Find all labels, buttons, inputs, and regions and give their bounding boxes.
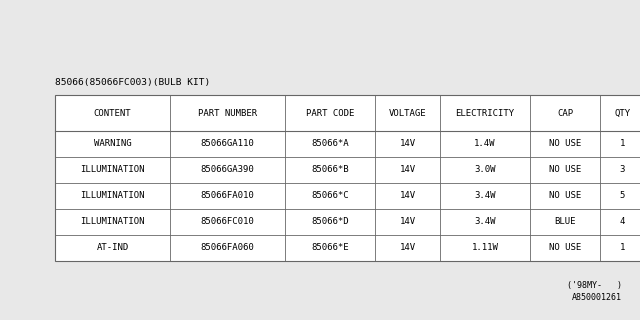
Text: 14V: 14V: [399, 191, 415, 201]
Text: A850001261: A850001261: [572, 293, 622, 302]
Text: 1: 1: [620, 140, 625, 148]
Text: ILLUMINATION: ILLUMINATION: [80, 218, 145, 227]
Text: 85066GA110: 85066GA110: [200, 140, 254, 148]
Text: 3: 3: [620, 165, 625, 174]
Text: AT-IND: AT-IND: [97, 244, 129, 252]
Text: BLUE: BLUE: [554, 218, 576, 227]
Text: 1: 1: [620, 244, 625, 252]
Text: NO USE: NO USE: [549, 244, 581, 252]
Text: 5: 5: [620, 191, 625, 201]
Text: ELECTRICITY: ELECTRICITY: [456, 108, 515, 117]
Text: 85066*E: 85066*E: [311, 244, 349, 252]
Text: 1.11W: 1.11W: [472, 244, 499, 252]
Text: 85066FA010: 85066FA010: [200, 191, 254, 201]
Text: 1.4W: 1.4W: [474, 140, 496, 148]
Text: 3.0W: 3.0W: [474, 165, 496, 174]
Text: 85066GA390: 85066GA390: [200, 165, 254, 174]
Text: QTY: QTY: [614, 108, 630, 117]
Text: 14V: 14V: [399, 244, 415, 252]
Text: VOLTAGE: VOLTAGE: [388, 108, 426, 117]
Text: 85066(85066FC003)(BULB KIT): 85066(85066FC003)(BULB KIT): [55, 78, 211, 87]
Text: NO USE: NO USE: [549, 191, 581, 201]
Text: 85066FC010: 85066FC010: [200, 218, 254, 227]
Text: 4: 4: [620, 218, 625, 227]
Text: 85066*C: 85066*C: [311, 191, 349, 201]
Text: ('98MY-   ): ('98MY- ): [567, 281, 622, 290]
Text: NO USE: NO USE: [549, 140, 581, 148]
Text: 85066*A: 85066*A: [311, 140, 349, 148]
Text: PART CODE: PART CODE: [306, 108, 354, 117]
Text: 85066*D: 85066*D: [311, 218, 349, 227]
Text: 14V: 14V: [399, 140, 415, 148]
Text: CAP: CAP: [557, 108, 573, 117]
Text: NO USE: NO USE: [549, 165, 581, 174]
Text: 85066FA060: 85066FA060: [200, 244, 254, 252]
Text: 3.4W: 3.4W: [474, 218, 496, 227]
Text: PART NUMBER: PART NUMBER: [198, 108, 257, 117]
Text: ILLUMINATION: ILLUMINATION: [80, 165, 145, 174]
Text: CONTENT: CONTENT: [93, 108, 131, 117]
Text: 85066*B: 85066*B: [311, 165, 349, 174]
Text: 14V: 14V: [399, 218, 415, 227]
Text: 3.4W: 3.4W: [474, 191, 496, 201]
Bar: [55, 95, 640, 261]
Text: ILLUMINATION: ILLUMINATION: [80, 191, 145, 201]
Text: WARNING: WARNING: [93, 140, 131, 148]
Text: 14V: 14V: [399, 165, 415, 174]
